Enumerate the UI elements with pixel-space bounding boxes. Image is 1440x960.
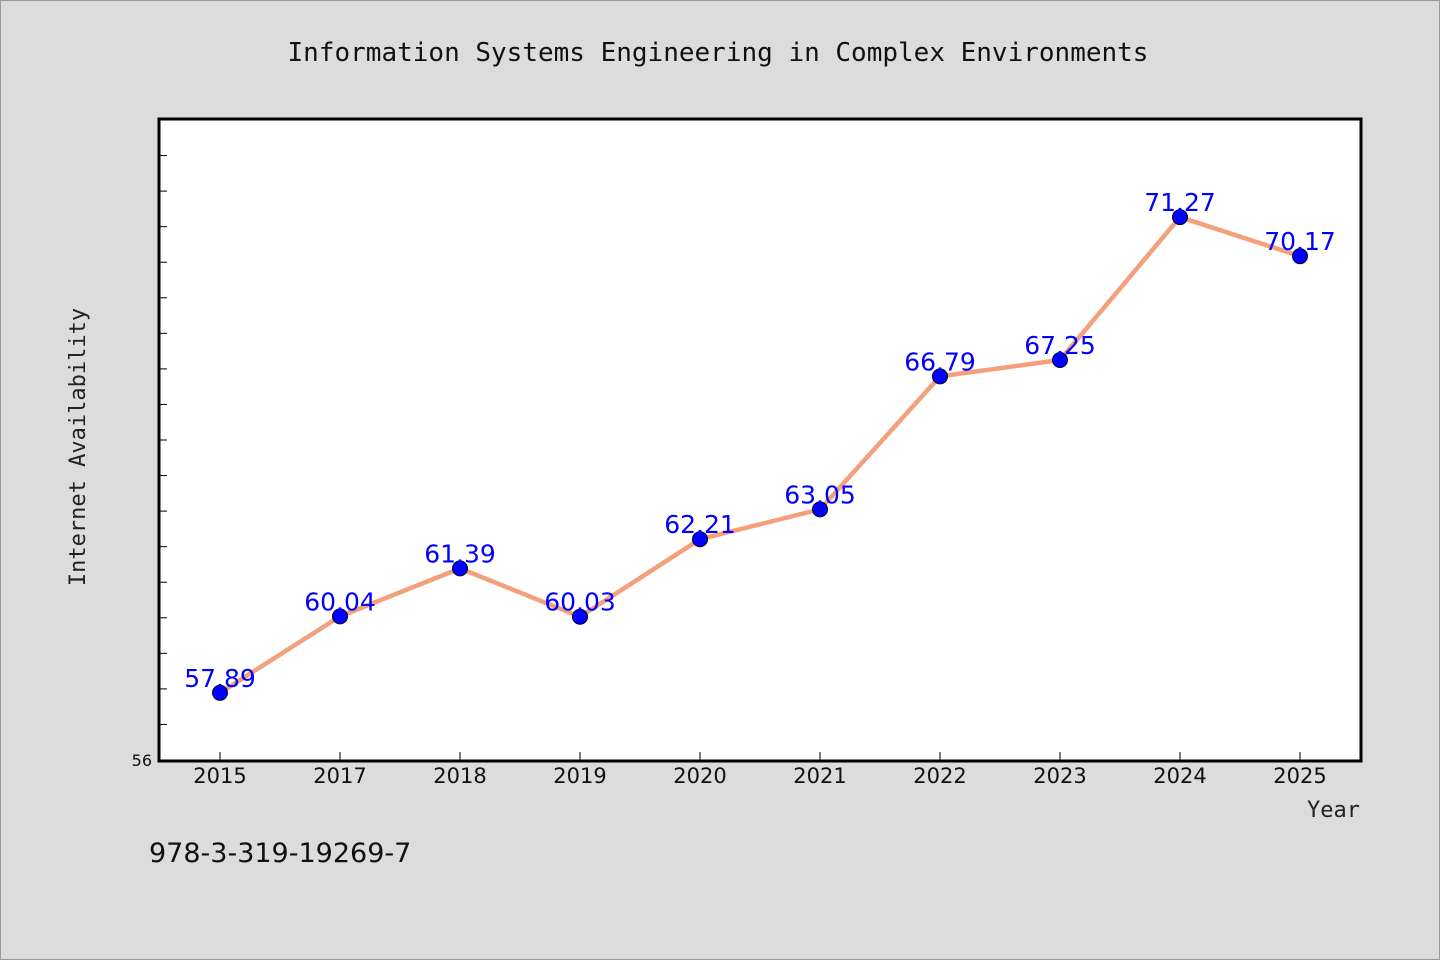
data-point — [212, 684, 228, 701]
x-tick-label: 2025 — [1273, 764, 1326, 788]
data-label: 71.27 — [1144, 188, 1216, 217]
x-tick-label: 2018 — [433, 764, 486, 788]
x-tick-label: 2017 — [313, 764, 366, 788]
data-label: 70.17 — [1264, 227, 1336, 256]
x-tick-label: 2020 — [673, 764, 726, 788]
data-label: 61.39 — [424, 539, 496, 568]
data-label: 60.03 — [544, 588, 616, 617]
chart-title: Information Systems Engineering in Compl… — [288, 38, 1149, 68]
data-point — [812, 501, 828, 518]
data-point — [692, 531, 708, 548]
x-tick-label: 2022 — [913, 764, 966, 788]
x-tick-label: 2023 — [1033, 764, 1086, 788]
y-axis-title: Internet Availability — [66, 308, 91, 586]
x-tick-label: 2024 — [1153, 764, 1206, 788]
y-axis-ticks — [160, 155, 167, 725]
x-axis-ticks — [219, 752, 1301, 760]
data-point — [332, 608, 348, 625]
x-axis-title: Year — [1307, 798, 1360, 823]
data-point — [1292, 248, 1308, 265]
data-label: 60.04 — [304, 587, 376, 616]
data-label: 57.89 — [184, 664, 256, 693]
x-axis-tick-labels: 2015 2017 2018 2019 2020 2021 2022 2023 2024 2025 — [193, 764, 1326, 788]
data-label: 67.25 — [1024, 331, 1096, 360]
data-point — [572, 608, 588, 625]
data-label: 66.79 — [904, 347, 976, 376]
data-point — [1172, 209, 1188, 226]
plot-area — [157, 117, 1363, 763]
y-axis-min-label: 56 — [132, 751, 152, 770]
x-tick-label: 2019 — [553, 764, 606, 788]
data-point — [1052, 352, 1068, 368]
data-label: 62.21 — [664, 510, 736, 539]
data-point — [932, 368, 948, 385]
data-point — [452, 560, 468, 577]
x-tick-label: 2015 — [193, 764, 246, 788]
isbn-text: 978-3-319-19269-7 — [149, 838, 411, 869]
series-line-group: 57.89 60.04 61.39 60.03 62.21 63.05 66.79 67.25… — [184, 188, 1336, 701]
series-line — [218, 214, 1301, 695]
x-tick-label: 2021 — [793, 764, 846, 788]
data-label: 63.05 — [784, 480, 856, 509]
